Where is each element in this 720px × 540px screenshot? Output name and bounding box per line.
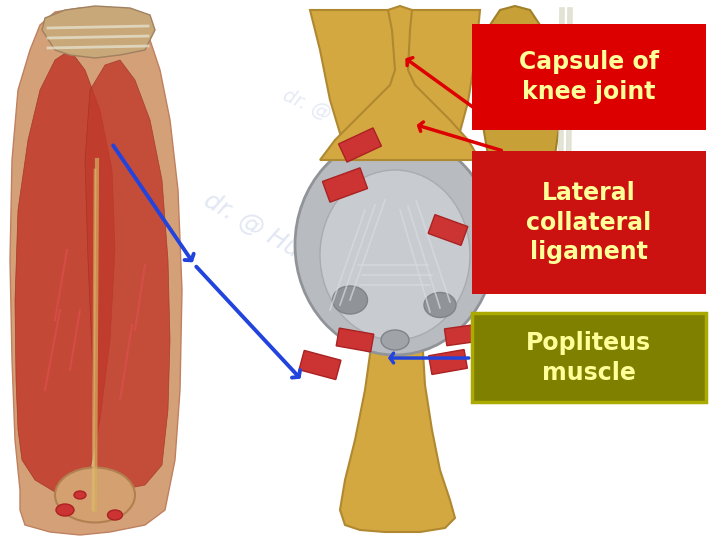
- Text: dr. @: dr. @: [280, 85, 334, 124]
- Bar: [428, 349, 467, 374]
- Polygon shape: [10, 8, 182, 535]
- Ellipse shape: [333, 286, 367, 314]
- Ellipse shape: [320, 170, 470, 340]
- Text: Lateral
collateral
ligament: Lateral collateral ligament: [526, 181, 651, 265]
- FancyBboxPatch shape: [472, 24, 706, 130]
- Bar: [444, 325, 480, 346]
- FancyBboxPatch shape: [472, 313, 706, 402]
- Text: Popliteus
muscle: Popliteus muscle: [526, 331, 651, 384]
- Text: dr. @ Hussein: dr. @ Hussein: [200, 188, 361, 295]
- Ellipse shape: [424, 293, 456, 318]
- Bar: [428, 214, 468, 245]
- Ellipse shape: [56, 504, 74, 516]
- Bar: [299, 350, 341, 380]
- Polygon shape: [480, 6, 560, 240]
- Ellipse shape: [55, 468, 135, 523]
- Bar: [338, 128, 382, 162]
- Polygon shape: [310, 10, 480, 532]
- Bar: [336, 328, 374, 352]
- Ellipse shape: [74, 491, 86, 499]
- Ellipse shape: [381, 330, 409, 350]
- Bar: [323, 168, 367, 202]
- Text: Capsule of
knee joint: Capsule of knee joint: [518, 50, 659, 104]
- Polygon shape: [15, 50, 115, 495]
- FancyBboxPatch shape: [472, 151, 706, 294]
- Ellipse shape: [295, 135, 495, 355]
- Ellipse shape: [107, 510, 122, 520]
- Polygon shape: [85, 60, 170, 490]
- Polygon shape: [42, 6, 155, 58]
- Polygon shape: [320, 6, 480, 160]
